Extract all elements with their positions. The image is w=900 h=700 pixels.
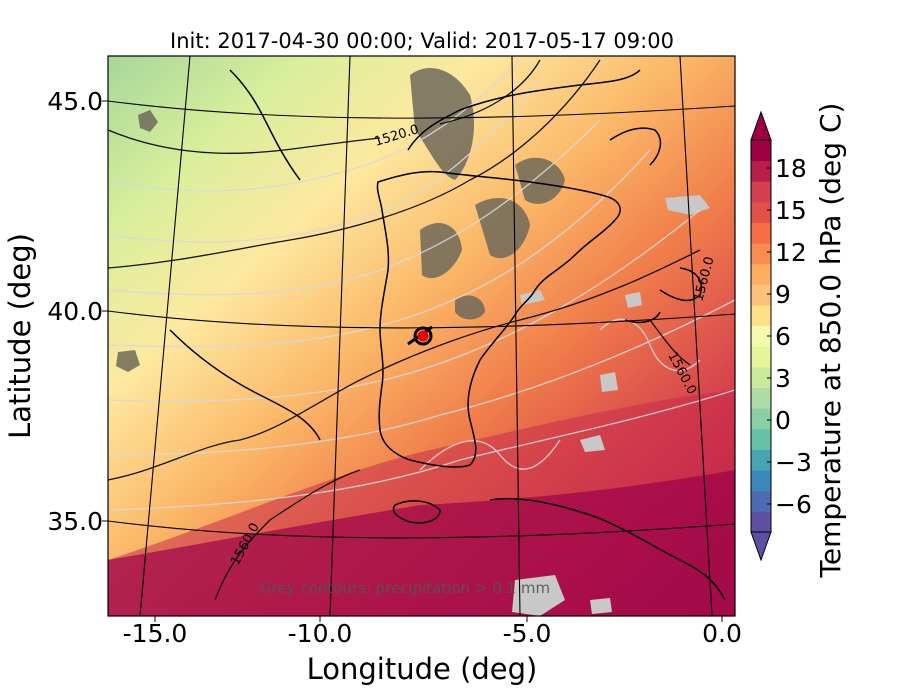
colorbar-segment [751, 490, 771, 512]
colorbar-segment [751, 181, 771, 203]
colorbar-ticks: 18 15 12 9 6 3 0 −3 −6 [767, 154, 812, 519]
lat-lon-grid [108, 56, 735, 616]
colorbar-extend-min [750, 531, 772, 562]
colorbar-segment [751, 511, 771, 533]
colorbar-segment [751, 263, 771, 285]
colorbar [750, 110, 772, 562]
plot-title: Init: 2017-04-30 00:00; Valid: 2017-05-1… [170, 29, 674, 53]
colorbar-extend-max [750, 110, 772, 141]
colorbar-segment [751, 408, 771, 430]
colorbar-tick-label: 9 [775, 280, 791, 309]
colorbar-segment [751, 243, 771, 265]
colorbar-tick-label: 3 [775, 364, 791, 393]
location-marker-fill [417, 330, 429, 342]
y-tick-label: 40.0 [47, 297, 103, 326]
y-axis-label: Latitude (deg) [3, 233, 37, 439]
colorbar-label: Temperature at 850.0 hPa (deg C) [814, 103, 847, 579]
y-tick-label: 35.0 [47, 507, 103, 536]
colorbar-segment [751, 305, 771, 327]
colorbar-segment [751, 428, 771, 450]
colorbar-segment [751, 366, 771, 389]
colorbar-tick-label: −3 [775, 448, 812, 477]
colorbar-tick-label: 6 [775, 322, 791, 351]
map-panel: 1520.0 1560.0 1560.0 1560.0 Grey contour… [108, 56, 735, 616]
x-tick-label: -5.0 [503, 619, 552, 648]
colorbar-tick-label: 12 [775, 238, 807, 267]
colorbar-segment [751, 346, 771, 368]
precipitation-patches [512, 195, 710, 616]
colorbar-tick-label: 18 [775, 154, 807, 183]
temperature-contours [108, 59, 735, 511]
y-tick-label: 45.0 [47, 87, 103, 116]
y-axis: 45.0 40.0 35.0 Latitude (deg) [3, 87, 108, 536]
colorbar-tick-label: 0 [775, 406, 791, 435]
x-axis: -15.0 -10.0 -5.0 0.0 Longitude (deg) [123, 616, 742, 686]
colorbar-segment [751, 284, 771, 306]
colorbar-segment [751, 222, 771, 244]
precipitation-note: Grey contours: precipitation > 0.1 mm [260, 579, 550, 597]
colorbar-segment [751, 387, 771, 409]
x-axis-label: Longitude (deg) [307, 652, 538, 686]
warm-core-region [108, 470, 735, 616]
x-tick-label: 0.0 [702, 619, 742, 648]
colorbar-segment [751, 140, 771, 162]
colorbar-segment [751, 201, 771, 224]
colorbar-segment [751, 449, 771, 471]
coastlines [169, 69, 726, 601]
colorbar-segment [751, 470, 771, 492]
colorbar-tick-label: 15 [775, 196, 807, 225]
x-tick-label: -10.0 [288, 619, 353, 648]
colorbar-segment [751, 160, 771, 182]
map-frame [107, 55, 736, 617]
colorbar-segment [751, 325, 771, 347]
colorbar-tick-label: −6 [775, 490, 812, 519]
x-tick-label: -15.0 [123, 619, 188, 648]
location-marker [413, 326, 433, 346]
